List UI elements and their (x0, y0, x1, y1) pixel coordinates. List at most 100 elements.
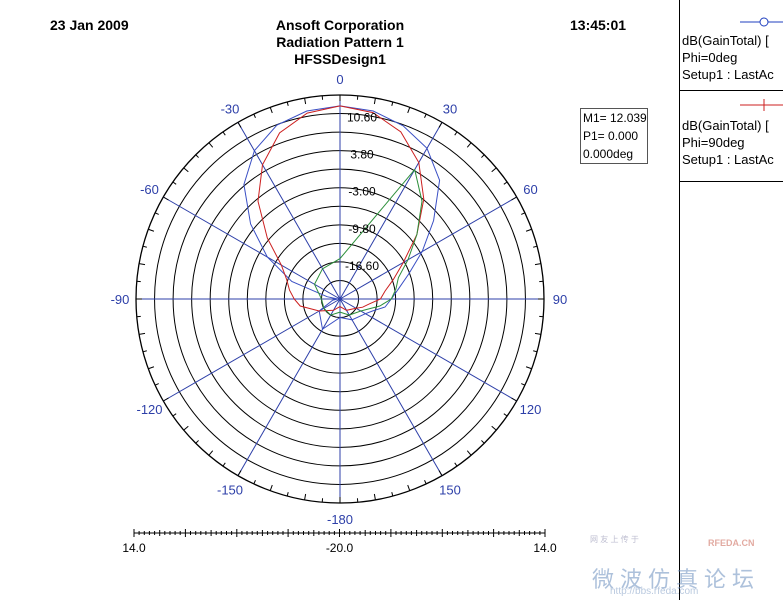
scale-label: 14.0 (533, 541, 557, 555)
radial-tick-label: -16.60 (345, 259, 379, 273)
grid-tick (142, 350, 147, 353)
watermark-logo: RFEDA.CN (708, 538, 755, 548)
legend-text: dB(GainTotal) [ Phi=0deg Setup1 : LastAc (682, 32, 774, 83)
grid-tick (183, 167, 189, 173)
grid-tick (237, 122, 242, 128)
series-line (313, 168, 423, 316)
grid-spoke (163, 298, 341, 402)
grid-tick (533, 350, 538, 353)
header-date: 23 Jan 2009 (50, 17, 129, 33)
polar-grid (135, 94, 545, 504)
grid-tick (424, 113, 427, 118)
company-name: Ansoft Corporation (275, 17, 405, 33)
grid-tick (511, 196, 517, 201)
grid-tick (208, 142, 214, 148)
angle-label: 150 (439, 483, 461, 498)
grid-spoke (237, 298, 341, 476)
grid-tick (534, 332, 541, 335)
watermark-small-text: 网 友 上 传 于 (590, 535, 639, 544)
grid-tick (466, 450, 472, 456)
grid-tick (195, 154, 199, 158)
angle-label: -150 (217, 483, 243, 498)
grid-tick (139, 332, 146, 335)
grid-tick (438, 122, 443, 128)
legend-text: dB(GainTotal) [ Phi=90deg Setup1 : LastA… (682, 117, 774, 168)
grid-tick (491, 425, 497, 431)
series-layer (243, 105, 441, 331)
grid-spoke (163, 196, 341, 300)
radial-tick-label: 3.80 (350, 148, 374, 162)
grid-tick (154, 212, 159, 215)
angle-label: 120 (520, 402, 542, 417)
grid-spoke (237, 122, 341, 300)
grid-tick (481, 154, 485, 158)
grid-tick (253, 113, 256, 118)
angle-label: 0 (336, 72, 343, 87)
grid-spoke (339, 196, 517, 300)
grid-tick (253, 480, 256, 485)
marker-readout: M1= 12.039 P1= 0.000 0.000deg (580, 108, 648, 164)
grid-tick (424, 480, 427, 485)
grid-tick (163, 196, 169, 201)
header-center: Ansoft Corporation Radiation Pattern 1 H… (180, 17, 500, 68)
grid-tick (142, 245, 147, 248)
grid-tick (286, 101, 289, 106)
grid-tick (511, 397, 517, 402)
radial-tick-label: -9.80 (348, 222, 376, 236)
legend-phi: Phi=90deg (682, 135, 745, 150)
watermark: 网 友 上 传 于 RFEDA.CN 微波仿真论坛 http://bbs.rfe… (590, 528, 780, 598)
grid-tick (172, 181, 177, 185)
grid-tick (491, 167, 497, 173)
angle-label: 90 (553, 292, 567, 307)
circle-line-icon (740, 17, 783, 27)
angle-label: -180 (327, 512, 353, 527)
grid-tick (525, 366, 532, 370)
grid-tick (454, 131, 458, 136)
angle-label: -60 (140, 182, 159, 197)
grid-spoke (339, 298, 443, 476)
grid-tick (407, 484, 411, 491)
grid-tick (172, 413, 177, 417)
grid-tick (286, 492, 289, 497)
legend-phi: Phi=0deg (682, 50, 738, 65)
grid-tick (222, 462, 226, 467)
grid-spoke (339, 122, 443, 300)
marker-p1: P1= 0.000 (583, 129, 639, 143)
watermark-text: 微波仿真论坛 (592, 568, 761, 593)
grid-tick (148, 228, 155, 232)
header-time: 13:45:01 (570, 17, 627, 33)
legend-setup: Setup1 : LastAc (682, 67, 774, 82)
grid-tick (269, 484, 273, 491)
grid-tick (195, 440, 199, 444)
design-name: HFSSDesign1 (294, 51, 386, 67)
grid-tick (503, 181, 508, 185)
grid-tick (438, 470, 443, 476)
series-line (257, 105, 425, 312)
legend-quantity: dB(GainTotal) [ (682, 33, 769, 48)
grid-tick (391, 101, 394, 106)
grid-tick (391, 492, 394, 497)
grid-tick (208, 450, 214, 456)
angle-label: -90 (111, 292, 130, 307)
grid-tick (503, 413, 508, 417)
marker-m1: M1= 12.039 (583, 111, 647, 125)
marker-angle: 0.000deg (583, 147, 634, 161)
grid-tick (154, 383, 159, 386)
grid-tick (237, 470, 242, 476)
legend: dB(GainTotal) [ Phi=0deg Setup1 : LastAc… (679, 0, 783, 600)
legend-entry-phi0[interactable]: dB(GainTotal) [ Phi=0deg Setup1 : LastAc (680, 0, 783, 91)
grid-tick (466, 142, 472, 148)
legend-entry-phi90[interactable]: dB(GainTotal) [ Phi=90deg Setup1 : LastA… (680, 91, 783, 182)
radial-tick-label: -3.00 (348, 185, 376, 199)
grid-tick (304, 493, 307, 500)
grid-tick (373, 493, 376, 500)
polar-plot: 0 30 60 90 120 150 -180 -150 -120 -90 -60 -30 10.60 3… (111, 72, 568, 555)
grid-tick (525, 228, 532, 232)
grid-tick (373, 98, 376, 105)
grid-tick (304, 98, 307, 105)
scale-label: 14.0 (122, 541, 146, 555)
grid-spoke (339, 298, 517, 402)
cross-line-icon (740, 99, 783, 111)
label-layer: 0 30 60 90 120 150 -180 -150 -120 -90 -60 -30 10.60 3… (111, 72, 568, 527)
grid-tick (533, 245, 538, 248)
